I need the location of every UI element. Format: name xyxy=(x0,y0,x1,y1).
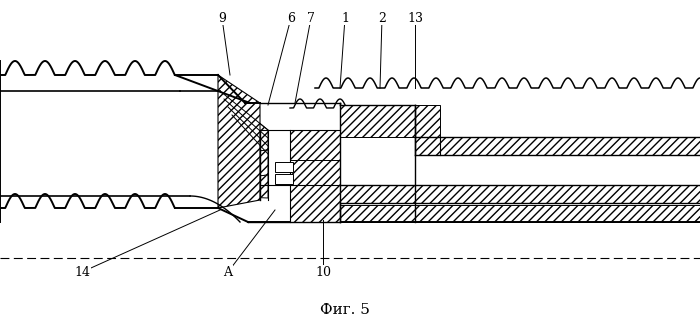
Bar xyxy=(415,137,700,155)
Bar xyxy=(275,162,293,172)
Bar xyxy=(340,185,700,203)
Bar xyxy=(290,160,340,185)
Text: 6: 6 xyxy=(287,11,295,25)
Text: 10: 10 xyxy=(315,266,331,279)
Text: 14: 14 xyxy=(74,266,90,279)
Text: A: A xyxy=(223,266,232,279)
Bar xyxy=(340,205,700,222)
Text: 1: 1 xyxy=(341,11,349,25)
Bar xyxy=(290,130,340,160)
Bar xyxy=(340,105,415,137)
Text: 13: 13 xyxy=(407,11,423,25)
Text: 2: 2 xyxy=(378,11,386,25)
Text: 7: 7 xyxy=(307,11,315,25)
Text: 9: 9 xyxy=(218,11,226,25)
Polygon shape xyxy=(218,75,260,208)
Polygon shape xyxy=(220,175,268,198)
Bar xyxy=(290,185,340,222)
Bar xyxy=(415,105,440,137)
Polygon shape xyxy=(220,91,268,155)
Bar xyxy=(275,174,293,184)
Polygon shape xyxy=(220,150,268,180)
Text: Фиг. 5: Фиг. 5 xyxy=(320,303,370,317)
